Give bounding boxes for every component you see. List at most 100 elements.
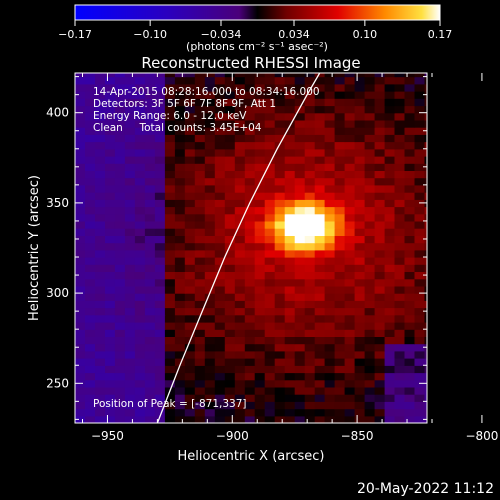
heatmap-cell (254, 134, 266, 143)
heatmap-cell (204, 83, 216, 92)
heatmap-cell (424, 257, 427, 265)
heatmap-cell (364, 257, 376, 265)
heatmap-cell (354, 358, 366, 366)
heatmap-cell (284, 343, 296, 352)
heatmap-cell (184, 156, 196, 164)
heatmap-cell (164, 358, 176, 366)
heatmap-cell (294, 177, 306, 186)
heatmap-cell (334, 141, 346, 150)
heatmap-cell (174, 285, 186, 294)
heatmap-cell (214, 300, 226, 309)
heatmap-cell (164, 329, 176, 337)
heatmap-cell (344, 322, 356, 330)
heatmap-cell (364, 112, 376, 121)
heatmap-cell (164, 408, 176, 417)
heatmap-cell (344, 314, 356, 323)
heatmap-cell (244, 127, 256, 135)
heatmap-cell (274, 112, 286, 121)
heatmap-cell (304, 264, 316, 272)
heatmap-cell (184, 379, 196, 388)
heatmap-cell (264, 83, 276, 92)
heatmap-cell (274, 300, 286, 309)
heatmap-cell (384, 163, 396, 171)
heatmap-cell (284, 249, 296, 258)
heatmap-cell (214, 163, 226, 171)
heatmap-cell (254, 278, 266, 287)
heatmap-cell (274, 249, 286, 258)
heatmap-cell (384, 199, 396, 208)
heatmap-cell (274, 415, 286, 423)
heatmap-cell (274, 314, 286, 323)
heatmap-cell (75, 235, 86, 244)
heatmap-cell (304, 73, 316, 78)
heatmap-cell (124, 379, 136, 388)
heatmap-cell (364, 177, 376, 186)
heatmap-cell (164, 134, 176, 143)
y-tick-label: 250 (46, 376, 69, 390)
heatmap-cell (144, 257, 156, 265)
heatmap-cell (274, 336, 286, 345)
heatmap-cell (404, 271, 416, 280)
annotation-block: 14-Apr-2015 08:28:16.000 to 08:34:16.000… (93, 86, 320, 134)
colorbar: −0.17 −0.10 −0.034 0.034 0.10 0.17 (photons c… (58, 4, 452, 53)
heatmap-cell (414, 76, 426, 85)
heatmap-cell (414, 271, 426, 280)
heatmap-cell (274, 206, 286, 215)
heatmap-cell (105, 170, 116, 179)
heatmap-cell (124, 264, 136, 272)
heatmap-cell (105, 264, 116, 272)
heatmap-cell (194, 408, 206, 417)
heatmap-cell (105, 408, 116, 417)
heatmap-cell (194, 127, 206, 135)
heatmap-cell (404, 213, 416, 222)
heatmap-cell (75, 220, 86, 229)
heatmap-cell (174, 350, 186, 359)
heatmap-cell (284, 91, 296, 99)
heatmap-cell (134, 177, 146, 186)
heatmap-cell (374, 83, 386, 92)
heatmap-cell (224, 184, 236, 193)
heatmap-cell (284, 76, 296, 85)
heatmap-cell (364, 83, 376, 92)
heatmap-cell (75, 401, 86, 410)
heatmap-cell (254, 148, 266, 157)
heatmap-cell (264, 76, 276, 85)
heatmap-cell (214, 249, 226, 258)
heatmap-cell (334, 257, 346, 265)
heatmap-cell (105, 314, 116, 323)
heatmap-cell (294, 358, 306, 366)
heatmap-cell (184, 408, 196, 417)
heatmap-cell (384, 293, 396, 301)
heatmap-cell (194, 401, 206, 410)
heatmap-cell (254, 386, 266, 395)
heatmap-cell (264, 343, 276, 352)
heatmap-cell (204, 228, 216, 236)
heatmap-cell (334, 148, 346, 157)
heatmap-cell (414, 192, 426, 200)
heatmap-cell (294, 220, 306, 229)
heatmap-cell (184, 213, 196, 222)
heatmap-cell (424, 213, 427, 222)
heatmap-cell (95, 314, 106, 323)
heatmap-cell (85, 83, 96, 92)
heatmap-cell (95, 401, 106, 410)
heatmap-cell (344, 148, 356, 157)
heatmap-cell (364, 213, 376, 222)
heatmap-cell (324, 257, 336, 265)
heatmap-cell (95, 293, 106, 301)
heatmap-cell (234, 199, 246, 208)
heatmap-cell (374, 156, 386, 164)
heatmap-cell (284, 220, 296, 229)
heatmap-cell (144, 293, 156, 301)
heatmap-cell (304, 76, 316, 85)
heatmap-cell (384, 379, 396, 388)
heatmap-cell (174, 141, 186, 150)
heatmap-cell (374, 300, 386, 309)
heatmap-cell (154, 177, 166, 186)
heatmap-cell (144, 199, 156, 208)
heatmap-cell (204, 329, 216, 337)
heatmap-cell (384, 415, 396, 423)
heatmap-cell (374, 134, 386, 143)
heatmap-cell (204, 192, 216, 200)
heatmap-cell (224, 141, 236, 150)
